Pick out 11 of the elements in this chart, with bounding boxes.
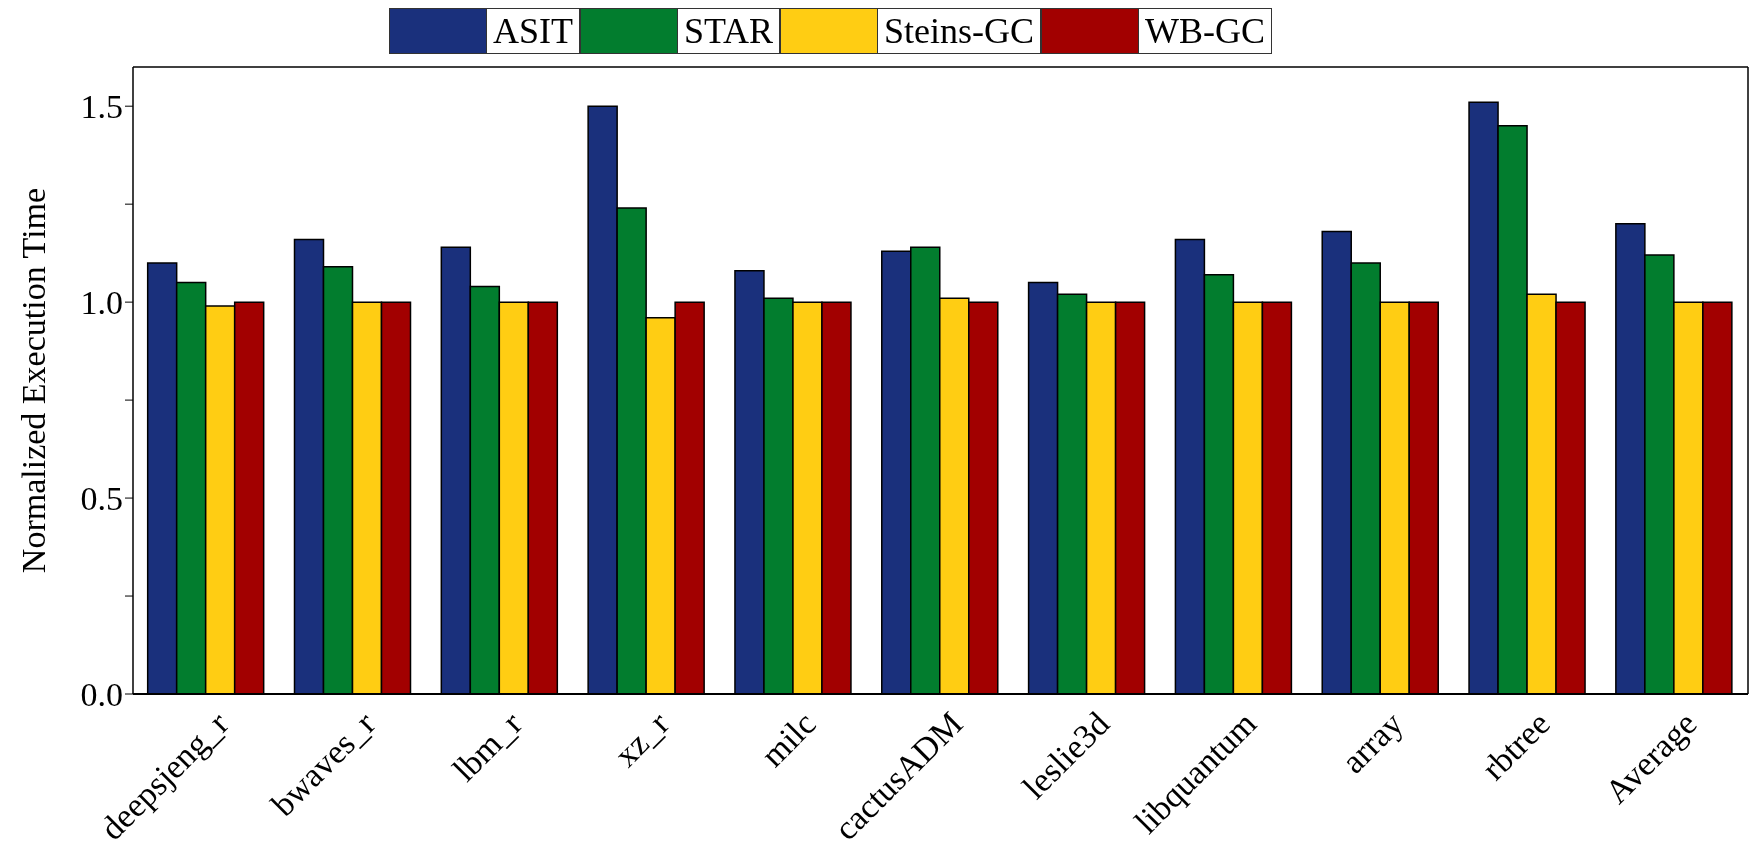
y-tick-label: 0.5 bbox=[80, 480, 123, 518]
legend-label: WB-GC bbox=[1139, 9, 1272, 53]
x-tick-label: xz_r bbox=[606, 704, 677, 774]
y-tick-label: 1.5 bbox=[80, 88, 123, 126]
legend-label: Steins-GC bbox=[878, 9, 1041, 53]
legend-label: STAR bbox=[677, 9, 780, 53]
y-axis-title: Normalized Execution Time bbox=[15, 187, 53, 574]
x-tick-label: milc bbox=[753, 704, 823, 774]
y-tick-label: 1.0 bbox=[80, 284, 123, 322]
y-tick-label: 0.0 bbox=[80, 676, 123, 714]
legend-label: ASIT bbox=[486, 9, 579, 53]
